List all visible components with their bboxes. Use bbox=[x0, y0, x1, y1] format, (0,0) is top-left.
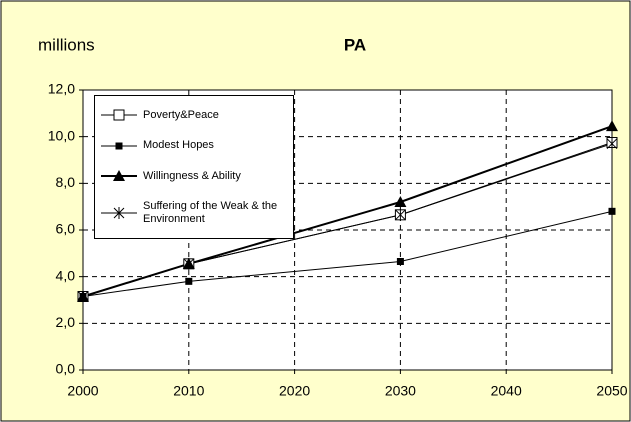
marker bbox=[606, 120, 618, 132]
y-tick-label: 0,0 bbox=[56, 361, 76, 377]
legend-label: Willingness & Ability bbox=[143, 169, 241, 182]
chart-title: PA bbox=[344, 35, 366, 54]
x-tick-label: 2050 bbox=[596, 383, 627, 399]
legend-item: Willingness & Ability bbox=[99, 169, 289, 183]
series-line bbox=[82, 210, 613, 297]
y-tick-label: 4,0 bbox=[56, 267, 76, 283]
y-tick-label: 12,0 bbox=[48, 81, 75, 97]
marker bbox=[606, 137, 618, 150]
y-tick-label: 6,0 bbox=[56, 221, 76, 237]
x-tick-label: 2010 bbox=[173, 383, 204, 399]
marker bbox=[396, 258, 404, 265]
legend: Poverty&Peace Modest Hopes Willingness & A… bbox=[94, 95, 294, 239]
series-line bbox=[82, 143, 613, 297]
legend-item: Modest Hopes bbox=[99, 139, 289, 153]
legend-label: Poverty&Peace bbox=[143, 108, 219, 121]
y-tick-label: 10,0 bbox=[48, 127, 75, 143]
legend-item: Poverty&Peace bbox=[99, 108, 289, 122]
x-tick-label: 2040 bbox=[491, 383, 522, 399]
y-axis-label: millions bbox=[38, 35, 95, 54]
x-tick-label: 2000 bbox=[67, 383, 98, 399]
marker bbox=[115, 142, 123, 150]
legend-symbol bbox=[101, 109, 137, 121]
legend-label: Modest Hopes bbox=[143, 139, 214, 152]
legend-symbol bbox=[101, 170, 137, 182]
y-tick-label: 8,0 bbox=[56, 174, 76, 190]
legend-label: Suffering of the Weak & the Environment bbox=[143, 199, 278, 225]
marker bbox=[395, 208, 406, 221]
y-tick-label: 2,0 bbox=[56, 314, 76, 330]
marker bbox=[113, 206, 125, 219]
marker bbox=[113, 170, 125, 182]
legend-symbol bbox=[101, 206, 137, 219]
legend-symbol bbox=[101, 142, 137, 150]
marker bbox=[394, 196, 407, 207]
marker bbox=[77, 290, 89, 303]
x-tick-label: 2020 bbox=[279, 383, 310, 399]
marker bbox=[183, 257, 195, 270]
legend-item: Suffering of the Weak & the Environment bbox=[99, 200, 289, 226]
marker bbox=[185, 277, 193, 285]
x-tick-label: 2030 bbox=[385, 383, 416, 399]
marker bbox=[608, 207, 616, 215]
marker bbox=[113, 109, 125, 121]
